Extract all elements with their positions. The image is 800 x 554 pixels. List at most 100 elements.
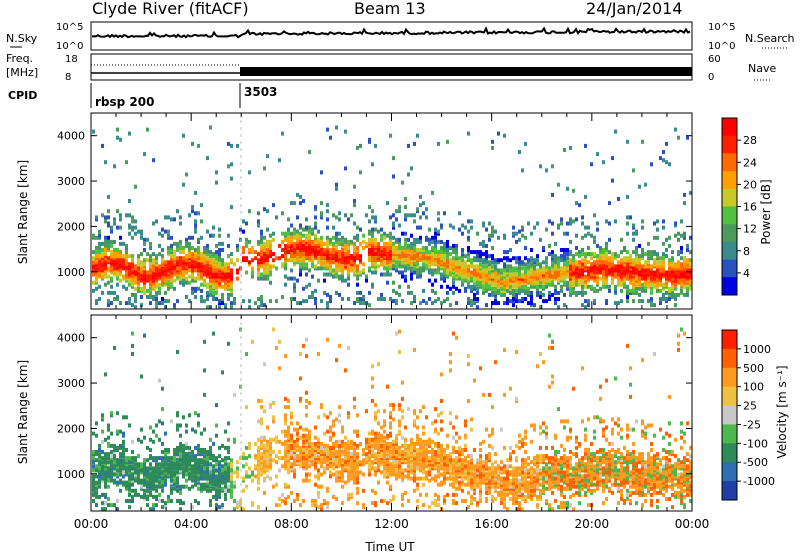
- heatmap-cell: [638, 292, 641, 297]
- heatmap-cell: [197, 482, 200, 487]
- heatmap-cell: [116, 480, 119, 485]
- heatmap-cell: [272, 258, 275, 263]
- heatmap-cell: [128, 423, 131, 428]
- heatmap-cell: [341, 452, 344, 457]
- heatmap-cell: [278, 366, 281, 371]
- heatmap-cell: [302, 262, 305, 267]
- heatmap-cell: [353, 264, 356, 269]
- heatmap-cell: [221, 292, 224, 297]
- heatmap-cell: [107, 427, 110, 432]
- heatmap-cell: [395, 250, 398, 255]
- heatmap-cell: [587, 252, 590, 257]
- heatmap-cell: [419, 250, 422, 255]
- heatmap-cell: [632, 223, 635, 228]
- heatmap-cell: [230, 268, 233, 273]
- heatmap-cell: [521, 225, 524, 230]
- heatmap-cell: [476, 270, 479, 275]
- heatmap-cell: [308, 433, 311, 438]
- heatmap-cell: [311, 462, 314, 467]
- heatmap-cell: [212, 494, 215, 499]
- heatmap-cell: [440, 239, 443, 244]
- heatmap-cell: [611, 256, 614, 261]
- heatmap-cell: [485, 264, 488, 269]
- heatmap-cell: [215, 256, 218, 261]
- heatmap-cell: [575, 260, 578, 265]
- heatmap-cell: [314, 235, 317, 240]
- heatmap-cell: [104, 250, 107, 255]
- heatmap-cell: [332, 213, 335, 218]
- heatmap-cell: [281, 264, 284, 269]
- heatmap-cell: [317, 352, 320, 356]
- heatmap-cell: [608, 201, 611, 206]
- heatmap-cell: [353, 184, 356, 189]
- heatmap-cell: [593, 239, 596, 244]
- heatmap-cell: [215, 486, 218, 491]
- heatmap-cell: [293, 246, 296, 250]
- heatmap-cell: [548, 280, 551, 285]
- heatmap-cell: [158, 466, 161, 471]
- heatmap-cell: [350, 476, 353, 481]
- heatmap-cell: [158, 476, 161, 481]
- heatmap-cell: [92, 474, 95, 479]
- heatmap-cell: [305, 441, 308, 446]
- heatmap-cell: [431, 282, 434, 287]
- heatmap-cell: [401, 231, 404, 236]
- heatmap-cell: [416, 237, 419, 242]
- heatmap-cell: [584, 274, 587, 279]
- heatmap-cell: [581, 221, 584, 226]
- heatmap-cell: [347, 497, 350, 501]
- heatmap-cell: [209, 482, 212, 487]
- heatmap-cell: [230, 284, 233, 289]
- heatmap-cell: [383, 499, 386, 503]
- heatmap-cell: [224, 488, 227, 493]
- heatmap-cell: [137, 454, 140, 459]
- heatmap-cell: [452, 243, 455, 248]
- heatmap-cell: [143, 476, 146, 481]
- heatmap-cell: [176, 484, 179, 489]
- heatmap-cell: [620, 274, 623, 279]
- heatmap-cell: [404, 260, 407, 265]
- heatmap-cell: [332, 423, 335, 428]
- heatmap-cell: [134, 295, 137, 299]
- heatmap-cell: [320, 250, 323, 255]
- heatmap-cell: [203, 246, 206, 250]
- heatmap-cell: [173, 486, 176, 491]
- heatmap-cell: [152, 221, 155, 226]
- heatmap-cell: [125, 272, 128, 277]
- heatmap-cell: [263, 362, 266, 367]
- heatmap-cell: [392, 264, 395, 269]
- heatmap-cell: [182, 270, 185, 275]
- heatmap-cell: [677, 264, 680, 269]
- heatmap-cell: [164, 472, 167, 477]
- heatmap-cell: [167, 499, 170, 503]
- heatmap-cell: [95, 433, 98, 438]
- heatmap-cell: [575, 290, 578, 295]
- heatmap-cell: [569, 264, 572, 269]
- heatmap-cell: [323, 470, 326, 475]
- heatmap-cell: [557, 223, 560, 228]
- heatmap-cell: [131, 331, 134, 336]
- heatmap-cell: [110, 239, 113, 244]
- heatmap-cell: [113, 239, 116, 244]
- heatmap-cell: [206, 476, 209, 481]
- heatmap-cell: [110, 250, 113, 255]
- heatmap-cell: [227, 264, 230, 269]
- heatmap-cell: [296, 229, 299, 234]
- heatmap-cell: [314, 233, 317, 238]
- heatmap-cell: [281, 231, 284, 236]
- heatmap-cell: [578, 282, 581, 287]
- heatmap-cell: [182, 501, 185, 506]
- heatmap-cell: [218, 472, 221, 477]
- heatmap-cell: [566, 274, 569, 279]
- heatmap-cell: [674, 292, 677, 297]
- heatmap-cell: [335, 246, 338, 250]
- heatmap-cell: [140, 466, 143, 471]
- heatmap-cell: [296, 231, 299, 236]
- heatmap-cell: [671, 295, 674, 299]
- heatmap-cell: [200, 466, 203, 471]
- heatmap-cell: [305, 225, 308, 230]
- heatmap-cell: [401, 274, 404, 279]
- heatmap-cell: [566, 260, 569, 265]
- heatmap-cell: [383, 260, 386, 265]
- heatmap-cell: [203, 264, 206, 269]
